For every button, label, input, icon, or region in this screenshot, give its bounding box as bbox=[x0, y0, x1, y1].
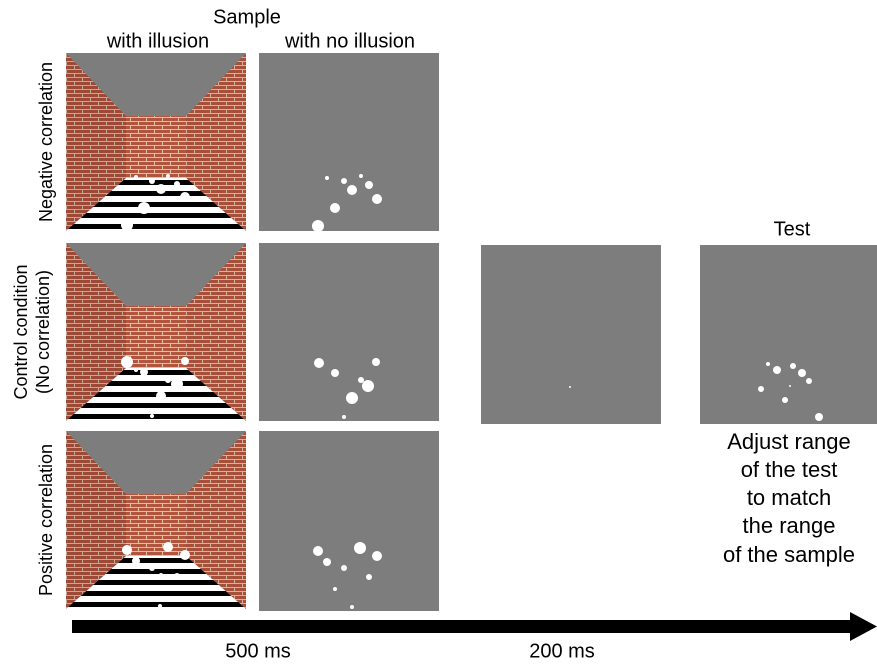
time-arrow-head bbox=[850, 612, 877, 641]
dot bbox=[325, 176, 329, 180]
dot bbox=[134, 175, 138, 179]
dot bbox=[569, 386, 571, 388]
corridor-panel bbox=[66, 243, 246, 421]
dot bbox=[140, 368, 148, 376]
dot bbox=[790, 363, 796, 369]
sample-title: Sample bbox=[213, 6, 281, 28]
dot bbox=[313, 546, 323, 556]
plain-panels bbox=[259, 53, 877, 611]
dot bbox=[166, 174, 170, 178]
dot bbox=[341, 178, 347, 184]
dot bbox=[358, 377, 364, 383]
instruction-line: of the test bbox=[741, 457, 838, 482]
dot bbox=[323, 558, 331, 566]
dot bbox=[174, 181, 180, 187]
duration-label: 200 ms bbox=[529, 640, 595, 662]
dot bbox=[121, 219, 133, 231]
dot bbox=[330, 203, 340, 213]
dot bbox=[331, 369, 339, 377]
row-labels: Negative correlation Control condition (… bbox=[11, 62, 56, 596]
dot bbox=[149, 565, 155, 571]
dot bbox=[350, 605, 354, 609]
row-label: Positive correlation bbox=[36, 444, 56, 596]
dot bbox=[372, 551, 382, 561]
dot bbox=[142, 586, 146, 590]
dot bbox=[159, 573, 163, 577]
dot bbox=[789, 385, 791, 387]
dot bbox=[782, 397, 788, 403]
dot bbox=[149, 178, 155, 184]
dot bbox=[354, 542, 366, 554]
dot bbox=[122, 545, 132, 555]
dot bbox=[362, 380, 374, 392]
dot bbox=[341, 565, 347, 571]
illusion-panels bbox=[66, 53, 246, 609]
instruction-line: of the sample bbox=[723, 542, 855, 567]
test-title: Test bbox=[774, 218, 811, 240]
dot bbox=[180, 192, 190, 202]
dot bbox=[150, 414, 154, 418]
dot bbox=[798, 369, 806, 377]
dot bbox=[372, 358, 380, 366]
dot bbox=[156, 391, 166, 401]
corridor-panel bbox=[66, 53, 246, 231]
dot bbox=[314, 358, 324, 368]
dot bbox=[366, 574, 372, 580]
column-label: with illusion bbox=[106, 30, 209, 52]
instruction-line: to match bbox=[747, 485, 831, 510]
dot bbox=[163, 542, 173, 552]
dot bbox=[156, 184, 166, 194]
dot bbox=[171, 378, 183, 390]
dot bbox=[312, 220, 324, 232]
dot bbox=[138, 202, 150, 214]
dot bbox=[773, 366, 781, 374]
timeline: 500 ms 200 ms bbox=[72, 612, 877, 662]
blank-panel bbox=[481, 245, 661, 424]
header: Sample with illusion with no illusion bbox=[106, 6, 415, 52]
dot bbox=[158, 604, 162, 608]
dots bbox=[121, 174, 823, 609]
instruction-line: Adjust range bbox=[727, 429, 851, 454]
dot bbox=[174, 573, 180, 579]
dot bbox=[766, 362, 770, 366]
row-label: Control condition bbox=[11, 264, 31, 399]
dot bbox=[359, 174, 363, 178]
test-panel bbox=[700, 245, 877, 424]
row-label: Negative correlation bbox=[36, 62, 56, 222]
dot bbox=[346, 392, 358, 404]
instruction-line: the range bbox=[743, 513, 836, 538]
time-arrow-shaft bbox=[72, 620, 856, 633]
dot bbox=[347, 185, 357, 195]
test-text: Test Adjust range of the test to match t… bbox=[723, 218, 855, 567]
dot bbox=[333, 587, 337, 591]
panel bbox=[259, 53, 439, 231]
duration-label: 500 ms bbox=[225, 640, 291, 662]
dot bbox=[132, 557, 140, 565]
dot bbox=[180, 550, 190, 560]
column-label: with no illusion bbox=[284, 30, 415, 52]
panel bbox=[259, 431, 439, 611]
panel bbox=[259, 243, 439, 421]
dot bbox=[758, 386, 764, 392]
dot bbox=[181, 357, 189, 365]
dot bbox=[815, 413, 823, 421]
dot bbox=[121, 356, 133, 368]
row-label: (No correlation) bbox=[33, 270, 53, 394]
dot bbox=[342, 415, 346, 419]
corridor-panel bbox=[66, 431, 246, 609]
dot bbox=[165, 377, 171, 383]
dot bbox=[806, 378, 812, 384]
dot bbox=[372, 194, 382, 204]
dot bbox=[365, 181, 373, 189]
dot bbox=[134, 368, 138, 372]
